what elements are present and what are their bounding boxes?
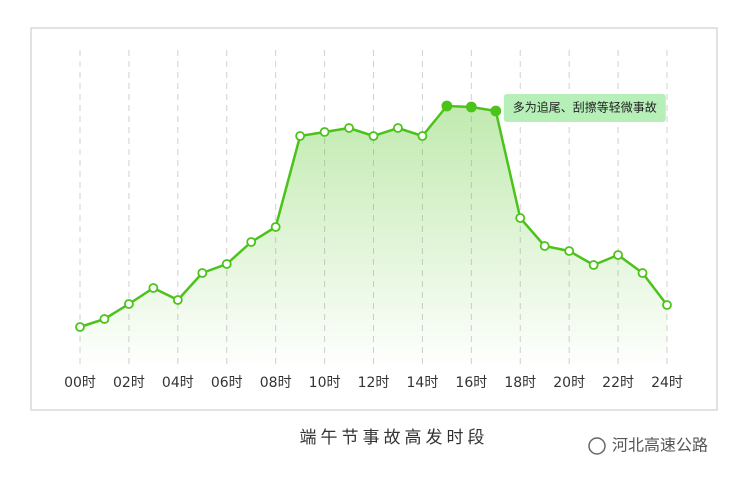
point: [148, 283, 159, 293]
point: [539, 241, 550, 251]
point: [564, 246, 575, 256]
point: [637, 268, 648, 278]
point: [662, 300, 672, 310]
point: [75, 322, 85, 332]
point: [441, 100, 453, 112]
watermark-icon: [588, 437, 606, 455]
x-tick-label: 02时: [113, 375, 145, 391]
x-tick-label: 20时: [553, 375, 585, 391]
x-tick-label: 18时: [504, 375, 536, 391]
point: [270, 222, 281, 232]
x-tick-label: 00时: [64, 375, 96, 391]
point: [588, 260, 599, 270]
point: [368, 131, 379, 141]
x-tick-label: 22时: [602, 375, 634, 391]
point: [99, 314, 110, 324]
watermark-text: 河北高速公路: [612, 436, 708, 455]
x-tick-label: 08时: [260, 375, 292, 391]
point: [417, 131, 428, 141]
point: [197, 268, 208, 278]
x-tick-label: 14时: [407, 375, 439, 391]
x-tick-label: 04时: [162, 375, 194, 391]
annotation-box: [503, 94, 666, 122]
annotation: 多为追尾、刮擦等轻微事故: [503, 94, 666, 122]
point: [613, 250, 623, 260]
point: [319, 127, 330, 137]
point: [246, 237, 257, 247]
x-tick-label: 24时: [651, 375, 683, 391]
point: [172, 295, 183, 305]
x-tick-label: 10时: [309, 375, 341, 391]
watermark: 河北高速公路: [588, 436, 708, 455]
point: [295, 131, 306, 141]
annotation-text: 多为追尾、刮擦等轻微事故: [513, 100, 657, 115]
point: [344, 123, 354, 133]
point: [465, 101, 477, 113]
point: [515, 213, 526, 223]
area: [80, 106, 667, 368]
x-tick-label: 06时: [211, 375, 243, 391]
x-tick-label: 12时: [358, 375, 390, 391]
point: [221, 259, 232, 269]
point: [124, 299, 134, 309]
point: [393, 123, 403, 133]
point: [490, 105, 502, 117]
x-tick-label: 16时: [455, 375, 487, 391]
chart-title: 端午节事故高发时段: [300, 428, 489, 448]
